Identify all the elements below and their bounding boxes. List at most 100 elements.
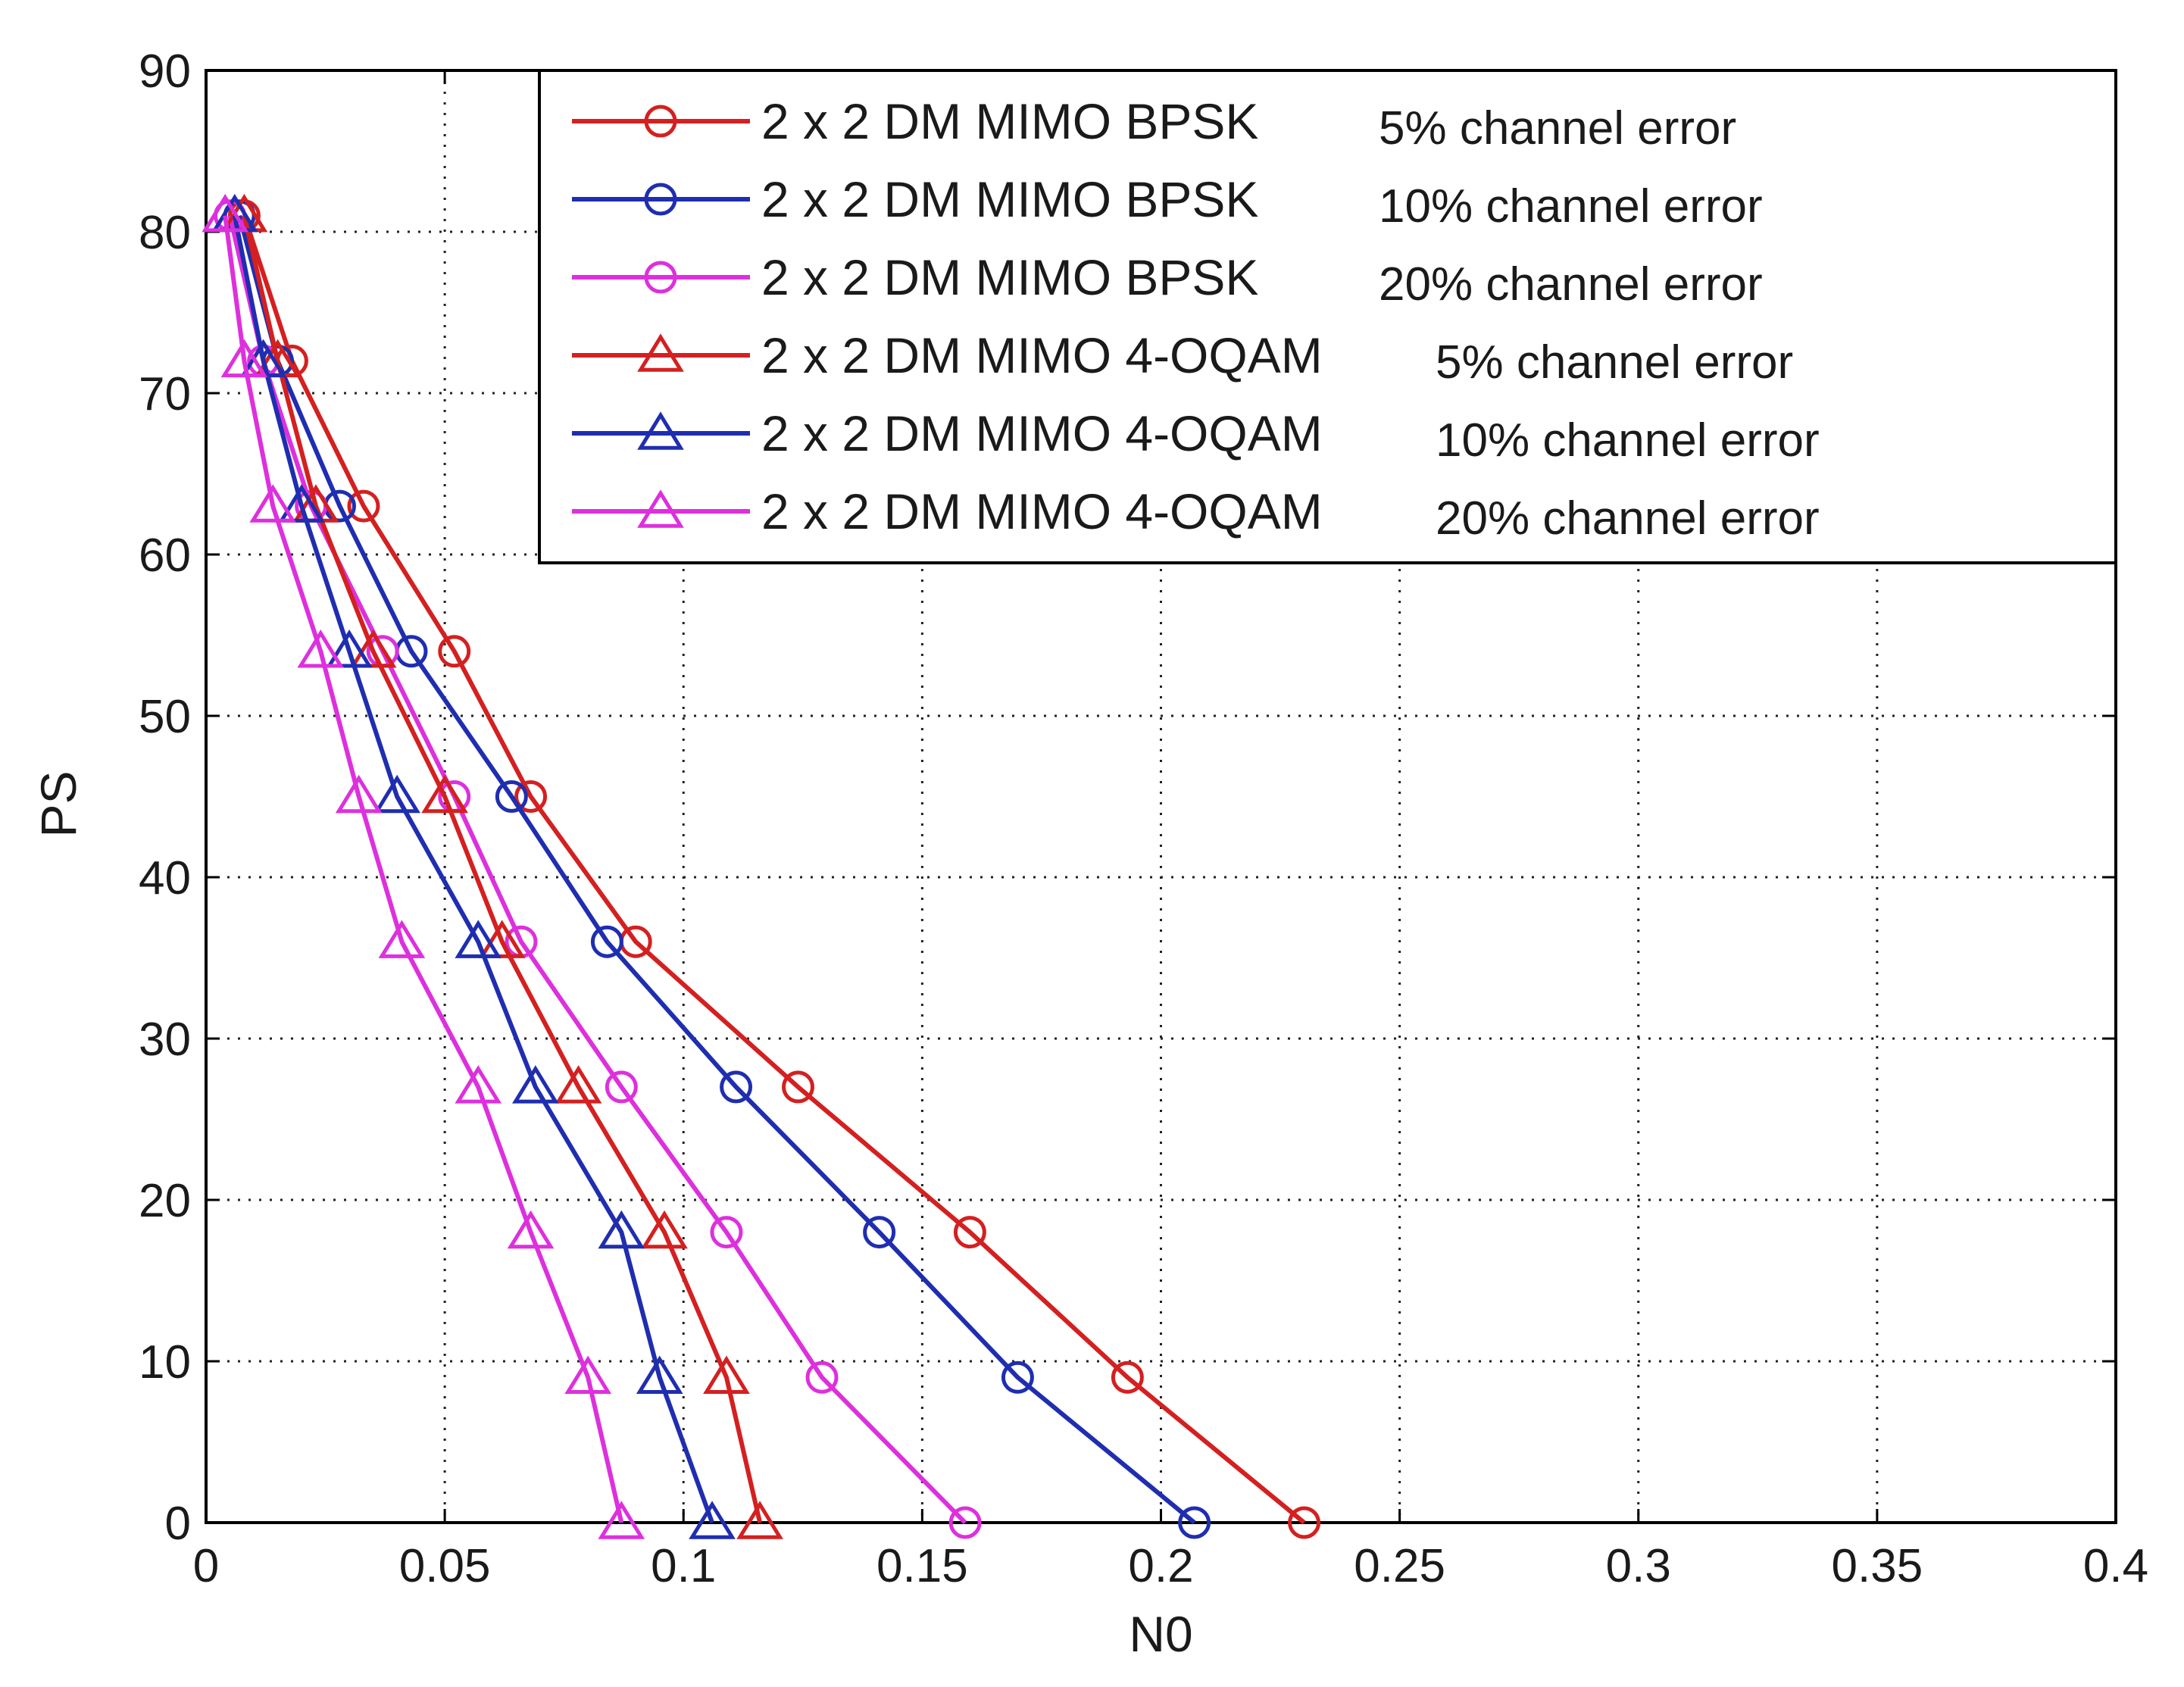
data-point-marker bbox=[512, 1065, 559, 1104]
data-point-marker bbox=[953, 1216, 986, 1249]
legend-error-label: 5% channel error bbox=[1379, 102, 1736, 155]
series-group bbox=[202, 193, 1321, 1539]
legend-swatch-marker bbox=[644, 261, 677, 294]
legend-entry: 2 x 2 DM MIMO 4-OQAM 10% channel error bbox=[572, 405, 1820, 467]
data-point-marker bbox=[641, 1210, 688, 1249]
x-tick-label: 0.2 bbox=[1128, 1540, 1193, 1592]
legend-series-label: 2 x 2 DM MIMO BPSK bbox=[761, 249, 1258, 305]
series-5 bbox=[211, 193, 736, 1539]
x-axis-label: N0 bbox=[1129, 1606, 1192, 1662]
y-tick-label: 30 bbox=[139, 1014, 191, 1066]
legend-entry: 2 x 2 DM MIMO 4-OQAM 20% channel error bbox=[572, 483, 1820, 545]
data-point-marker bbox=[564, 1355, 612, 1394]
series-line bbox=[223, 215, 624, 1523]
legend-swatch-marker bbox=[637, 333, 684, 372]
data-point-marker bbox=[1001, 1361, 1034, 1394]
data-point-marker bbox=[220, 339, 268, 378]
y-axis-label: PS bbox=[30, 770, 86, 837]
legend-series-label: 2 x 2 DM MIMO 4-OQAM bbox=[761, 405, 1323, 461]
data-point-marker bbox=[805, 1361, 839, 1394]
legend-box bbox=[538, 69, 2117, 564]
series-line bbox=[227, 215, 967, 1525]
data-point-marker bbox=[590, 925, 623, 958]
series-line bbox=[242, 215, 763, 1523]
data-point-marker bbox=[495, 780, 528, 813]
data-point-marker bbox=[703, 1355, 750, 1394]
data-point-marker bbox=[689, 1501, 736, 1539]
data-point-marker bbox=[514, 780, 548, 813]
legend-error-label: 20% channel error bbox=[1436, 492, 1820, 545]
data-point-marker bbox=[636, 1355, 683, 1394]
data-point-marker bbox=[782, 1070, 815, 1104]
data-point-marker bbox=[347, 489, 380, 523]
data-point-marker bbox=[478, 920, 526, 958]
legend-swatch-marker bbox=[637, 411, 684, 450]
data-point-marker bbox=[373, 774, 420, 814]
data-point-marker bbox=[507, 1210, 555, 1249]
legend-series-label: 2 x 2 DM MIMO BPSK bbox=[761, 93, 1258, 149]
y-tick-label: 60 bbox=[139, 530, 191, 582]
data-point-marker bbox=[455, 920, 502, 958]
data-point-marker bbox=[1111, 1361, 1144, 1394]
series-6 bbox=[202, 193, 645, 1539]
y-tick-label: 20 bbox=[139, 1175, 191, 1227]
legend-error-label: 5% channel error bbox=[1436, 336, 1793, 389]
data-point-marker bbox=[1178, 1506, 1211, 1539]
x-tick-label: 0 bbox=[193, 1540, 219, 1592]
data-point-marker bbox=[736, 1501, 783, 1539]
series-line bbox=[232, 215, 714, 1524]
data-point-marker bbox=[598, 1210, 645, 1249]
legend-series-label: 2 x 2 DM MIMO 4-OQAM bbox=[761, 327, 1323, 383]
y-tick-label: 90 bbox=[139, 45, 191, 98]
data-point-marker bbox=[605, 1070, 638, 1104]
legend-series-label: 2 x 2 DM MIMO BPSK bbox=[761, 171, 1258, 227]
x-tick-label: 0.25 bbox=[1354, 1540, 1445, 1592]
data-point-marker bbox=[863, 1216, 896, 1249]
x-tick-label: 0.4 bbox=[2083, 1540, 2148, 1592]
legend-swatch-marker bbox=[637, 489, 684, 528]
y-tick-label: 0 bbox=[165, 1498, 191, 1550]
data-point-marker bbox=[555, 1065, 602, 1104]
x-tick-label: 0.35 bbox=[1832, 1540, 1923, 1592]
data-point-marker bbox=[335, 774, 383, 814]
data-point-marker bbox=[326, 630, 373, 668]
axis-ticks: 0 0.05 0.1 0.15 0.2 0.25 0.3 0.35 0.4 0 10 20 30 40 50… bbox=[139, 45, 2148, 1592]
legend-error-label: 10% channel error bbox=[1436, 414, 1820, 467]
data-point-marker bbox=[710, 1216, 743, 1249]
data-point-marker bbox=[720, 1070, 753, 1104]
x-tick-label: 0.05 bbox=[399, 1540, 491, 1592]
data-point-marker bbox=[598, 1501, 645, 1539]
data-point-marker bbox=[455, 1065, 502, 1104]
y-tick-label: 40 bbox=[139, 852, 191, 904]
y-tick-label: 50 bbox=[139, 691, 191, 743]
x-tick-label: 0.15 bbox=[876, 1540, 968, 1592]
data-point-marker bbox=[438, 635, 471, 668]
data-point-marker bbox=[202, 193, 249, 233]
y-tick-label: 70 bbox=[139, 368, 191, 420]
data-point-marker bbox=[378, 920, 426, 958]
y-tick-label: 80 bbox=[139, 207, 191, 259]
y-tick-label: 10 bbox=[139, 1336, 191, 1389]
legend-error-label: 10% channel error bbox=[1379, 180, 1763, 233]
legend-swatch-marker bbox=[644, 105, 677, 138]
legend-swatch-marker bbox=[644, 183, 677, 216]
data-point-marker bbox=[278, 484, 325, 523]
data-point-marker bbox=[297, 630, 345, 668]
legend-entry: 2 x 2 DM MIMO BPSK 20% channel error bbox=[572, 249, 1763, 311]
x-tick-label: 0.1 bbox=[651, 1540, 716, 1592]
legend-entry: 2 x 2 DM MIMO 4-OQAM 5% channel error bbox=[572, 327, 1793, 389]
legend-series-label: 2 x 2 DM MIMO 4-OQAM bbox=[761, 483, 1323, 539]
legend-entry: 2 x 2 DM MIMO BPSK 10% channel error bbox=[572, 171, 1763, 233]
data-point-marker bbox=[349, 630, 397, 668]
data-point-marker bbox=[421, 774, 468, 814]
data-point-marker bbox=[1288, 1506, 1321, 1539]
legend-error-label: 20% channel error bbox=[1379, 258, 1763, 311]
series-line bbox=[237, 214, 1196, 1525]
series-line bbox=[242, 214, 1306, 1525]
data-point-marker bbox=[249, 484, 297, 523]
data-point-marker bbox=[948, 1506, 982, 1539]
x-tick-label: 0.3 bbox=[1606, 1540, 1671, 1592]
legend-entry: 2 x 2 DM MIMO BPSK 5% channel error bbox=[572, 93, 1736, 155]
